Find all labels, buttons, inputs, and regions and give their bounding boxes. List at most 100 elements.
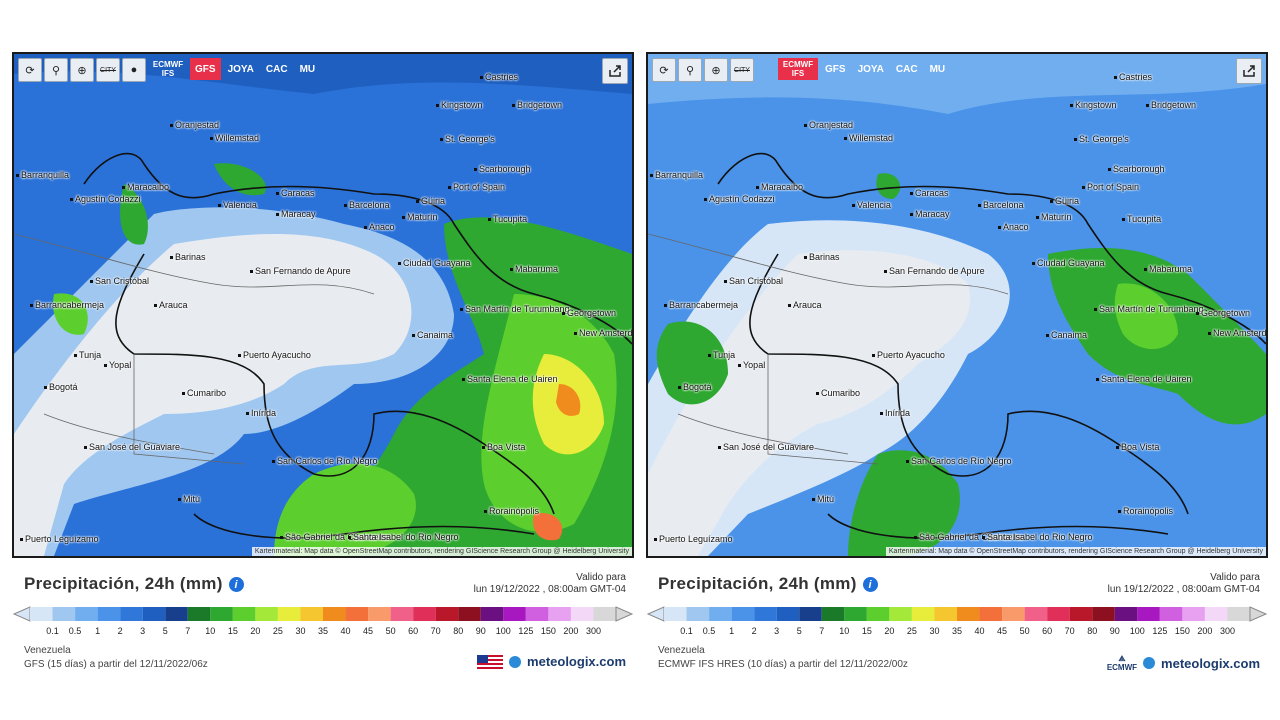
city-label: Canaima	[412, 330, 453, 340]
zoom-icon[interactable]: ⊕	[704, 58, 728, 82]
share-icon[interactable]	[602, 58, 628, 84]
city-label: Güiria	[1050, 196, 1079, 206]
city-label: Tunja	[74, 350, 101, 360]
model-button-mu[interactable]: MU	[929, 63, 946, 75]
scale-swatch	[97, 607, 121, 621]
map-toolbar: ⟳ ⚲ ⊕ CITY ● ECMWF IFS GFS JOYA CAC MU	[18, 58, 320, 82]
globe-icon	[1143, 657, 1156, 669]
scale-tick-label: 5	[796, 626, 802, 636]
scale-swatch	[686, 607, 710, 621]
brand[interactable]: ⟁ ECMWF meteologix.com	[1107, 654, 1260, 672]
legend: Precipitación, 24h (mm) i Valido para lun …	[646, 558, 1268, 672]
city-label: San José del Guaviare	[84, 442, 180, 452]
refresh-icon[interactable]: ⟳	[18, 58, 42, 82]
scale-swatch	[979, 607, 1003, 621]
color-scale	[646, 606, 1268, 622]
scale-swatch	[1047, 607, 1070, 621]
scale-tick-label: 35	[317, 626, 329, 636]
location-pin-icon[interactable]: ⚲	[678, 58, 702, 82]
city-label: St. George's	[440, 134, 495, 144]
city-label: Barinas	[170, 252, 206, 262]
scale-swatch	[709, 607, 732, 621]
share-icon[interactable]	[1236, 58, 1262, 84]
scale-tick-label: 60	[408, 626, 419, 636]
scale-swatch	[165, 607, 188, 621]
city-label: Port of Spain	[1082, 182, 1139, 192]
model-button-gfs[interactable]: GFS	[190, 58, 221, 80]
map-panel-ecmwf: ⟳ ⚲ ⊕ CITY ECMWF IFS GFS JOYA CAC MU	[646, 52, 1268, 672]
scale-tick-label: 125	[1152, 626, 1168, 636]
location-pin-icon[interactable]: ⚲	[44, 58, 68, 82]
us-flag-icon	[477, 654, 504, 669]
scale-tick-label: 15	[861, 626, 872, 636]
city-label: Tucupita	[488, 214, 527, 224]
city-label: Inírida	[246, 408, 276, 418]
refresh-icon[interactable]: ⟳	[652, 58, 676, 82]
city-label: Santa Elena de Uairen	[462, 374, 558, 384]
city-label: Scarborough	[474, 164, 531, 174]
city-label: Valencia	[218, 200, 257, 210]
info-icon[interactable]: i	[862, 577, 878, 593]
model-button-cac[interactable]: CAC	[265, 63, 288, 75]
model-button-joya[interactable]: JOYA	[857, 63, 884, 75]
info-icon[interactable]: i	[228, 577, 244, 593]
scale-swatch	[413, 607, 436, 621]
scale-tick-label: 35	[951, 626, 963, 636]
model-button-joya[interactable]: JOYA	[227, 63, 254, 75]
city-label: Tunja	[708, 350, 735, 360]
city-label: Tucupita	[1122, 214, 1161, 224]
scale-swatch	[390, 607, 414, 621]
region-name: Venezuela	[24, 645, 71, 656]
city-label: Mitú	[812, 494, 834, 504]
model-button-gfs[interactable]: GFS	[825, 63, 846, 75]
scale-swatch	[754, 607, 777, 621]
map-toolbar: ⟳ ⚲ ⊕ CITY ECMWF IFS GFS JOYA CAC MU	[652, 58, 950, 82]
scale-tick-label: 60	[1042, 626, 1053, 636]
scale-tick-label: 70	[430, 626, 441, 636]
city-label: Bridgetown	[1146, 100, 1196, 110]
scale-swatch	[187, 607, 211, 621]
city-label: San Martín de Turumbang	[1094, 304, 1204, 314]
city-label: Agustín Codazzi	[704, 194, 775, 204]
city-label: Arauca	[788, 300, 822, 310]
city-label: Maturín	[1036, 212, 1072, 222]
valid-time: Valido para lun 19/12/2022 , 08:00am GMT-…	[474, 572, 626, 596]
city-toggle-icon[interactable]: CITY	[96, 58, 120, 82]
scale-swatch	[1002, 607, 1025, 621]
city-label: Rorainópolis	[1118, 506, 1173, 516]
city-label: Oranjestad	[804, 120, 853, 130]
scale-tick-label: 70	[1064, 626, 1075, 636]
scale-tick-label: 90	[475, 626, 486, 636]
scale-tick-label: 45	[997, 626, 1008, 636]
scale-swatch	[323, 607, 346, 621]
model-button-ecmwf[interactable]: ECMWF IFS	[778, 58, 818, 80]
zoom-icon[interactable]: ⊕	[70, 58, 94, 82]
ecmwf-logo-text: ECMWF	[1106, 663, 1138, 672]
precipitation-map-gfs[interactable]: ⟳ ⚲ ⊕ CITY ● ECMWF IFS GFS JOYA CAC MU	[12, 52, 634, 558]
city-label: Caracas	[276, 188, 315, 198]
scale-swatch	[75, 607, 98, 621]
scale-swatch	[570, 607, 594, 621]
scale-swatch	[548, 607, 571, 621]
city-label: Bogotá	[678, 382, 712, 392]
scale-arrow-right	[615, 606, 634, 622]
scale-tick-label: 20	[250, 626, 261, 636]
city-label: Willemstad	[844, 133, 893, 143]
model-button-mu[interactable]: MU	[299, 63, 316, 75]
valid-time: Valido para lun 19/12/2022 , 08:00am GMT-…	[1108, 572, 1260, 596]
city-toggle-icon[interactable]: CITY	[730, 58, 754, 82]
dot-toggle-icon[interactable]: ●	[122, 58, 146, 82]
precipitation-map-ecmwf[interactable]: ⟳ ⚲ ⊕ CITY ECMWF IFS GFS JOYA CAC MU	[646, 52, 1268, 558]
model-button-cac[interactable]: CAC	[895, 63, 918, 75]
scale-tick-label: 30	[295, 626, 306, 636]
scale-swatch	[1069, 607, 1093, 621]
scale-tick-label: 40	[340, 626, 351, 636]
color-scale	[12, 606, 634, 622]
brand[interactable]: meteologix.com	[477, 654, 626, 669]
scale-tick-label: 300	[585, 626, 601, 636]
scale-swatch	[821, 607, 845, 621]
model-button-ecmwf[interactable]: ECMWF IFS	[152, 60, 184, 78]
scale-swatch	[458, 607, 481, 621]
scale-swatch	[210, 607, 233, 621]
city-label: Oranjestad	[170, 120, 219, 130]
